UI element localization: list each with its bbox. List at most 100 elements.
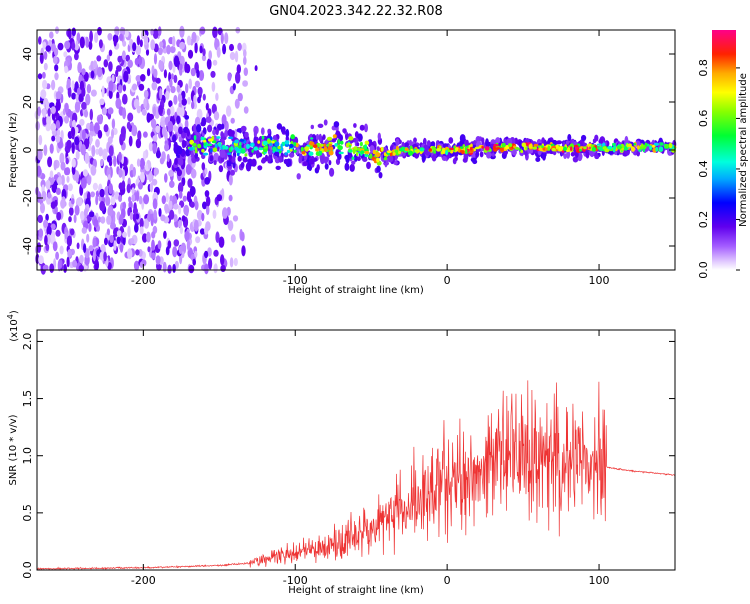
spectrogram-cell bbox=[51, 43, 56, 52]
spectrogram-cell bbox=[448, 137, 454, 144]
spectrogram-cell bbox=[113, 240, 117, 251]
spectrogram-cell bbox=[172, 246, 178, 258]
spectrogram-cell bbox=[207, 247, 212, 257]
spectrogram-cell bbox=[602, 146, 607, 150]
spectrogram-cell bbox=[153, 53, 158, 65]
spectrogram-cell bbox=[88, 245, 94, 252]
spectrogram-cell bbox=[169, 195, 173, 202]
spectrogram-cell bbox=[74, 136, 80, 146]
spectrogram-cell bbox=[222, 43, 227, 55]
spectrogram-cell bbox=[46, 114, 52, 127]
spectrogram-cell bbox=[273, 151, 280, 157]
spectrogram-cell bbox=[138, 195, 143, 205]
spectrogram-cell bbox=[308, 158, 315, 165]
spectrogram-cell bbox=[205, 102, 209, 111]
spectrogram-cell bbox=[108, 88, 113, 99]
spectrogram-cell bbox=[153, 209, 158, 220]
spectrogram-cell bbox=[47, 108, 51, 117]
spectrogram-cell bbox=[329, 167, 335, 177]
spectrogram-cell bbox=[177, 93, 183, 103]
spectrogram-cell bbox=[75, 174, 79, 184]
spectrogram-cell bbox=[285, 128, 290, 138]
spectrogram-cell bbox=[122, 231, 127, 238]
spectrogram-cell bbox=[42, 41, 47, 50]
spectrogram-cell bbox=[187, 178, 193, 188]
spectrogram-cell bbox=[80, 177, 87, 189]
spectrogram-cell bbox=[46, 225, 52, 236]
spectrogram-cell bbox=[178, 204, 182, 215]
spectrogram-cell bbox=[220, 254, 225, 266]
spectrogram-cell bbox=[525, 146, 528, 150]
spectrogram-y-axis-label: Frequency (Hz) bbox=[8, 112, 19, 188]
spectrogram-cell bbox=[436, 148, 441, 152]
spectrogram-cell bbox=[90, 70, 95, 79]
spectrogram-cell bbox=[323, 156, 329, 164]
colorbar-tick-label: 0.8 bbox=[697, 59, 710, 77]
spectrogram-cell bbox=[165, 90, 170, 101]
spectrogram-cell bbox=[431, 154, 437, 162]
spectrogram-cell bbox=[339, 140, 344, 145]
spectrogram-cell bbox=[227, 152, 232, 155]
spectrogram-cell bbox=[235, 147, 240, 152]
spectrogram-cell bbox=[106, 215, 112, 225]
spectrogram-cell bbox=[433, 150, 437, 154]
spectrogram-cell bbox=[108, 145, 114, 157]
spectrogram-cell bbox=[413, 137, 417, 143]
spectrogram-cell bbox=[79, 254, 84, 264]
spectrogram-cell bbox=[127, 207, 131, 217]
spectrogram-x-ticks: -200 -100 0 100 bbox=[131, 30, 610, 287]
spectrogram-cell bbox=[95, 195, 99, 206]
colorbar-tick-label: 0.2 bbox=[697, 211, 710, 229]
spectrogram-cell bbox=[642, 148, 646, 152]
spectrogram-cell bbox=[173, 55, 180, 68]
spectrogram-cell bbox=[232, 83, 236, 91]
spectrogram-cell bbox=[106, 228, 110, 236]
spectrogram-cell bbox=[110, 222, 116, 230]
spectrogram-cell bbox=[261, 158, 266, 164]
spectrogram-cell bbox=[651, 144, 655, 148]
spectrogram-cell bbox=[203, 152, 209, 156]
spectrogram-cell bbox=[90, 165, 97, 176]
spectrogram-cell bbox=[237, 42, 242, 52]
spectrogram-cell bbox=[107, 33, 113, 41]
spectrogram-cell bbox=[151, 231, 156, 239]
spectrogram-cell bbox=[143, 194, 150, 205]
spectrogram-cell bbox=[159, 88, 163, 100]
spectrogram-cell bbox=[170, 73, 174, 80]
spectrogram-cell bbox=[439, 145, 442, 149]
spectrogram-cell bbox=[96, 55, 102, 62]
x-tick-label: 0 bbox=[444, 274, 451, 287]
spectrogram-cell bbox=[158, 104, 164, 116]
spectrogram-cell bbox=[173, 74, 178, 84]
spectrogram-cell bbox=[197, 86, 203, 96]
spectrogram-cell bbox=[42, 115, 47, 126]
spectrogram-cell bbox=[598, 138, 604, 144]
spectrogram-cell bbox=[97, 216, 102, 223]
spectrogram-cell bbox=[97, 116, 103, 125]
spectrogram-cell bbox=[155, 125, 160, 134]
spectrogram-cell bbox=[359, 124, 365, 131]
spectrogram-cell bbox=[380, 146, 384, 152]
spectrogram-cell bbox=[139, 157, 145, 170]
spectrogram-cell bbox=[121, 180, 126, 190]
spectrogram-cell bbox=[43, 219, 49, 228]
spectrogram-cell bbox=[283, 158, 289, 165]
spectrogram-cell bbox=[495, 137, 501, 144]
spectrogram-cell bbox=[143, 34, 149, 46]
spectrogram-cell bbox=[623, 146, 628, 151]
spectrogram-cell bbox=[160, 214, 166, 222]
spectrogram-cell bbox=[253, 129, 257, 138]
spectrogram-cell bbox=[511, 149, 517, 156]
spectrogram-cell bbox=[201, 162, 206, 171]
spectrogram-cell bbox=[205, 205, 210, 216]
spectrogram-cell bbox=[641, 143, 644, 148]
spectrogram-cell bbox=[102, 107, 107, 116]
spectrogram-cell bbox=[99, 201, 106, 212]
spectrogram-cell bbox=[263, 146, 268, 149]
spectrogram-cell bbox=[57, 42, 64, 51]
spectrogram-cell bbox=[212, 26, 218, 39]
spectrogram-cell bbox=[115, 97, 122, 109]
y-tick-label: -40 bbox=[21, 237, 34, 255]
spectrogram-cell bbox=[337, 152, 342, 161]
spectrogram-cell bbox=[208, 50, 212, 60]
